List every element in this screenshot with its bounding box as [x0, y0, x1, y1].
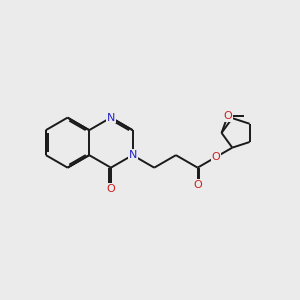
Text: N: N	[107, 112, 115, 123]
Text: N: N	[128, 150, 137, 160]
Text: O: O	[223, 111, 232, 122]
Text: O: O	[212, 152, 220, 162]
Text: O: O	[193, 180, 202, 190]
Text: O: O	[106, 184, 115, 194]
